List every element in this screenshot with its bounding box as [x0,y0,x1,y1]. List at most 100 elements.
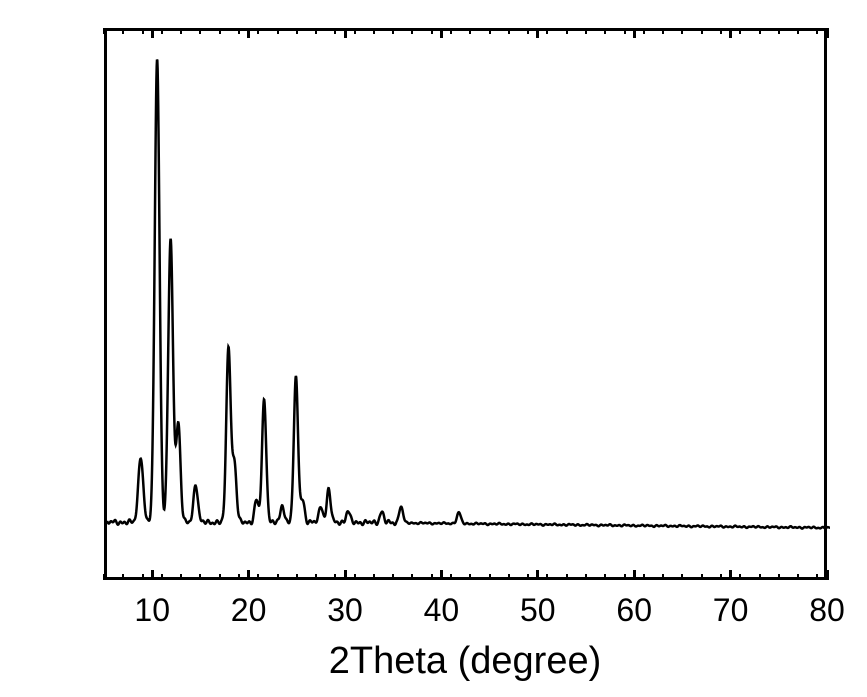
x-tick [729,28,732,38]
x-minor-tick [585,574,587,580]
x-minor-tick [527,574,529,580]
x-minor-tick [546,574,548,580]
x-minor-tick [816,28,818,34]
x-minor-tick [122,28,124,34]
x-minor-tick [238,574,240,580]
x-minor-tick [334,28,336,34]
x-minor-tick [257,574,259,580]
x-minor-tick [469,28,471,34]
x-minor-tick [411,574,413,580]
x-minor-tick [720,28,722,34]
x-minor-tick [624,574,626,580]
x-minor-tick [257,28,259,34]
x-minor-tick [431,574,433,580]
x-tick-label: 60 [616,592,652,629]
x-minor-tick [354,574,356,580]
xrd-pattern-line [107,31,830,583]
x-minor-tick [392,574,394,580]
x-minor-tick [527,28,529,34]
x-tick-label: 10 [134,592,170,629]
x-tick-label: 40 [424,592,460,629]
x-minor-tick [103,574,105,580]
x-tick [151,28,154,38]
x-minor-tick [296,28,298,34]
x-tick [536,570,539,580]
x-minor-tick [778,574,780,580]
x-minor-tick [315,574,317,580]
x-tick [344,28,347,38]
x-minor-tick [546,28,548,34]
x-tick [633,28,636,38]
x-minor-tick [373,28,375,34]
x-minor-tick [411,28,413,34]
x-minor-tick [797,574,799,580]
x-minor-tick [566,574,568,580]
x-minor-tick [277,28,279,34]
xrd-chart: Intensity (a.u.) 2Theta (degree) 1020304… [0,0,867,697]
x-minor-tick [199,574,201,580]
x-axis-label: 2Theta (degree) [329,640,602,683]
x-tick [826,28,829,38]
x-minor-tick [566,28,568,34]
x-minor-tick [142,574,144,580]
x-minor-tick [739,28,741,34]
x-minor-tick [180,28,182,34]
x-tick-label: 70 [713,592,749,629]
x-minor-tick [431,28,433,34]
x-minor-tick [662,28,664,34]
x-minor-tick [739,574,741,580]
x-tick [826,570,829,580]
x-tick-label: 80 [809,592,845,629]
x-tick [729,570,732,580]
x-minor-tick [161,28,163,34]
x-tick [247,28,250,38]
x-minor-tick [643,574,645,580]
x-minor-tick [508,28,510,34]
x-minor-tick [681,28,683,34]
x-minor-tick [199,28,201,34]
x-minor-tick [469,574,471,580]
x-tick-label: 50 [520,592,556,629]
x-minor-tick [489,574,491,580]
x-minor-tick [392,28,394,34]
x-minor-tick [759,574,761,580]
x-tick [344,570,347,580]
x-minor-tick [354,28,356,34]
x-minor-tick [816,574,818,580]
x-minor-tick [797,28,799,34]
x-tick [536,28,539,38]
x-tick [440,570,443,580]
x-minor-tick [334,574,336,580]
x-tick-label: 20 [231,592,267,629]
x-minor-tick [180,574,182,580]
x-minor-tick [585,28,587,34]
x-minor-tick [315,28,317,34]
x-tick-label: 30 [327,592,363,629]
x-minor-tick [681,574,683,580]
x-minor-tick [508,574,510,580]
x-minor-tick [296,574,298,580]
x-tick [633,570,636,580]
x-minor-tick [277,574,279,580]
x-minor-tick [662,574,664,580]
x-minor-tick [624,28,626,34]
x-tick [151,570,154,580]
x-minor-tick [604,28,606,34]
x-minor-tick [450,28,452,34]
x-minor-tick [759,28,761,34]
x-minor-tick [142,28,144,34]
x-minor-tick [720,574,722,580]
x-minor-tick [489,28,491,34]
x-minor-tick [238,28,240,34]
x-minor-tick [701,28,703,34]
x-minor-tick [161,574,163,580]
x-minor-tick [701,574,703,580]
x-tick [440,28,443,38]
x-minor-tick [373,574,375,580]
x-minor-tick [604,574,606,580]
x-minor-tick [643,28,645,34]
x-minor-tick [219,28,221,34]
x-minor-tick [219,574,221,580]
x-minor-tick [778,28,780,34]
x-minor-tick [103,28,105,34]
